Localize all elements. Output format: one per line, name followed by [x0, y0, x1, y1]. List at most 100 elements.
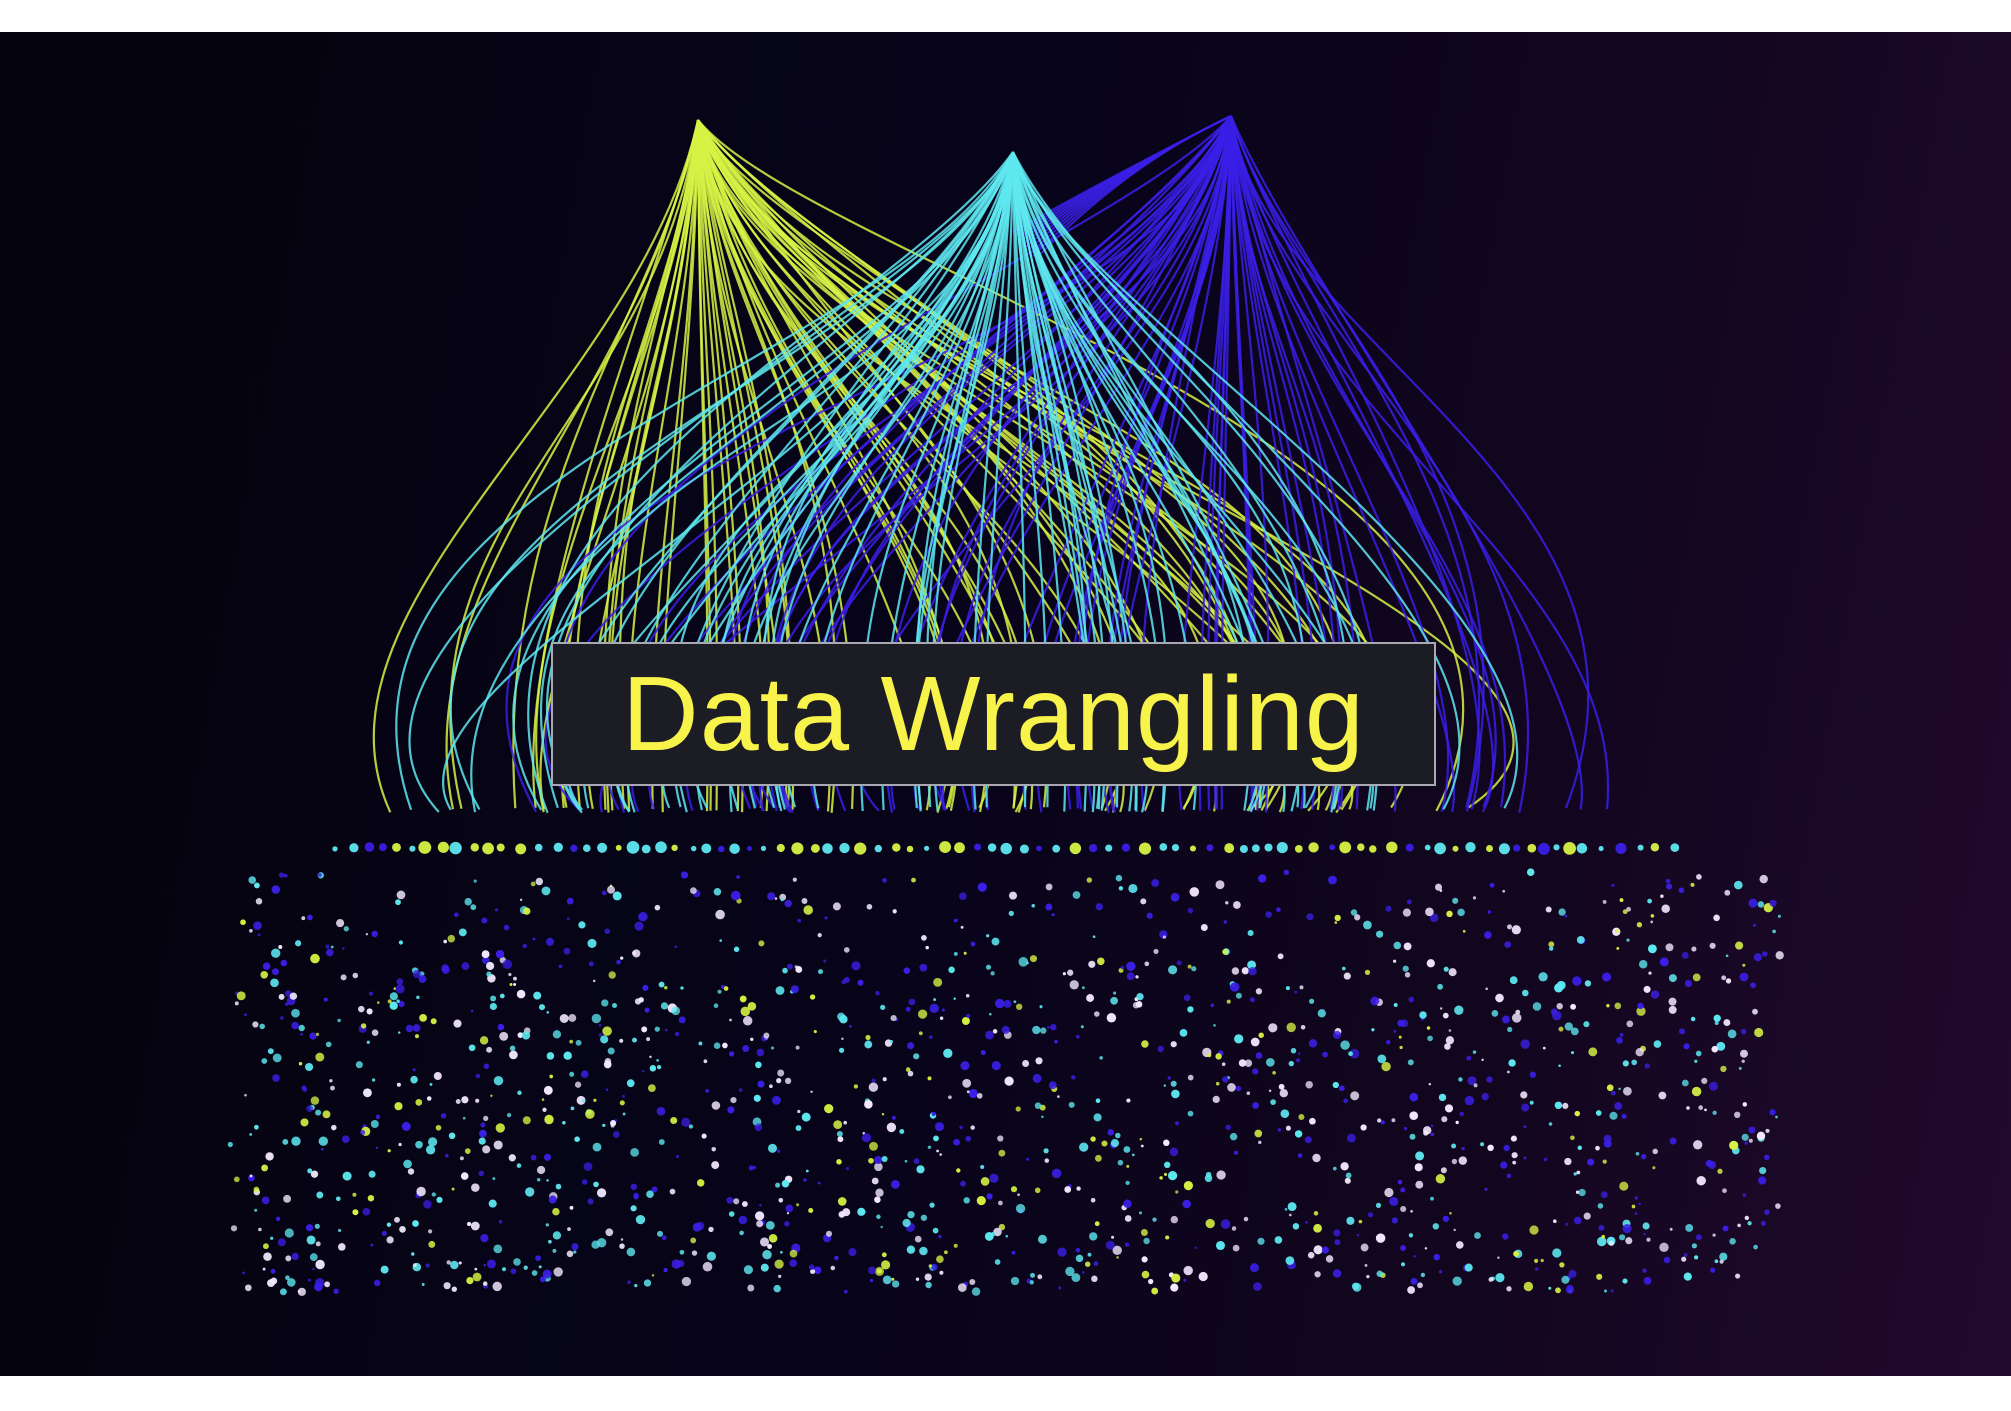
particle-dot	[1032, 1073, 1042, 1083]
particle-dot	[1573, 1216, 1582, 1225]
particle-dot	[1010, 1276, 1020, 1286]
particle-dot	[1570, 1135, 1575, 1141]
baseline-node	[496, 843, 505, 852]
particle-dot	[591, 1240, 600, 1249]
particle-dot	[1232, 1244, 1240, 1252]
particle-dot	[747, 1002, 757, 1011]
particle-dot	[1642, 1222, 1650, 1230]
particle-dot	[1464, 1095, 1475, 1106]
particle-dot	[1520, 1039, 1530, 1049]
particle-dot	[1187, 1006, 1194, 1013]
particle-dot	[1143, 1237, 1150, 1245]
particle-dot	[1420, 1272, 1426, 1278]
particle-dot	[470, 1221, 480, 1231]
particle-dot	[549, 1074, 554, 1079]
particle-dot	[416, 1186, 426, 1197]
particle-dot	[1308, 1039, 1318, 1048]
particle-dot	[1407, 1059, 1414, 1066]
particle-dot	[634, 1283, 638, 1288]
particle-dot	[1105, 1240, 1115, 1250]
particle-dot	[1504, 941, 1512, 948]
particle-dot	[1334, 921, 1338, 924]
particle-dot	[253, 1186, 260, 1193]
particle-dot	[416, 995, 420, 1000]
particle-dot	[728, 1211, 735, 1217]
particle-dot	[1364, 1263, 1368, 1267]
particle-dot	[844, 947, 850, 953]
particle-dot	[1343, 1098, 1348, 1104]
particle-dot	[874, 1196, 881, 1203]
baseline-node	[1598, 846, 1604, 852]
baseline-node	[974, 843, 982, 851]
particle-dot	[1756, 1131, 1766, 1141]
particle-dot	[1117, 1159, 1124, 1166]
particle-dot	[1438, 1093, 1447, 1102]
particle-dot	[669, 1188, 676, 1195]
particle-dot	[501, 1267, 507, 1272]
particle-dot	[1220, 1219, 1231, 1229]
particle-dot	[366, 1008, 373, 1015]
particle-dot	[931, 1263, 938, 1271]
particle-dot	[1090, 1136, 1096, 1142]
particle-dot	[1513, 1250, 1520, 1257]
particle-dot	[1113, 991, 1117, 995]
particle-dot	[399, 1226, 406, 1233]
baseline-node	[1452, 845, 1459, 852]
particle-dot	[1644, 1063, 1650, 1069]
particle-dot	[899, 1129, 905, 1134]
particle-dot	[451, 1187, 455, 1191]
particle-dot	[681, 1117, 691, 1127]
particle-dot	[263, 1252, 272, 1261]
particle-dot	[722, 1042, 728, 1049]
particle-dot	[1334, 914, 1341, 922]
particle-dot	[1693, 1255, 1699, 1260]
particle-dot	[1342, 966, 1346, 971]
particle-dot	[605, 1088, 609, 1091]
particle-dot	[587, 938, 597, 948]
particle-dot	[1621, 1113, 1627, 1119]
particle-dot	[1722, 1225, 1729, 1232]
particle-dot	[1146, 912, 1153, 919]
particle-dot	[1376, 1270, 1383, 1277]
particle-dot	[387, 1149, 391, 1153]
particle-dot	[943, 1048, 953, 1058]
particle-dot	[871, 1078, 876, 1083]
particle-dot	[540, 1276, 546, 1283]
particle-dot	[291, 1008, 300, 1018]
particle-dot	[300, 1118, 309, 1127]
particle-dot	[1182, 1199, 1191, 1209]
particle-dot	[283, 1194, 292, 1203]
particle-dot	[352, 1192, 357, 1197]
particle-dot	[596, 1188, 607, 1198]
particle-dot	[927, 1145, 932, 1150]
particle-dot	[960, 925, 964, 929]
particle-dot	[1445, 1036, 1455, 1045]
particle-dot	[1575, 1190, 1580, 1194]
particle-dot	[1708, 1161, 1717, 1169]
particle-dot	[963, 951, 967, 955]
particle-dot	[1668, 1005, 1677, 1014]
particle-dot	[907, 1211, 915, 1219]
particle-dot	[601, 999, 609, 1007]
particle-dot	[1287, 1202, 1297, 1212]
particle-dot	[869, 1278, 874, 1283]
particle-dot	[315, 1259, 325, 1270]
particle-dot	[1692, 973, 1701, 982]
particle-dot	[261, 1058, 268, 1064]
baseline-node	[1138, 842, 1152, 855]
particle-dot	[927, 1076, 932, 1081]
particle-dot	[1029, 1280, 1034, 1285]
particle-dot	[430, 1018, 437, 1025]
particle-dot	[944, 1250, 948, 1255]
particle-dot	[1604, 1289, 1607, 1293]
particle-dot	[522, 943, 527, 949]
particle-dot	[1484, 931, 1492, 939]
particle-dot	[1626, 1020, 1634, 1028]
particle-dot	[1506, 1286, 1512, 1292]
particle-dot	[1187, 1110, 1194, 1117]
particle-dot	[1029, 955, 1038, 963]
particle-dot	[966, 1090, 970, 1094]
baseline-node	[822, 843, 833, 854]
particle-dot	[968, 1088, 978, 1099]
particle-dot	[925, 1281, 932, 1289]
